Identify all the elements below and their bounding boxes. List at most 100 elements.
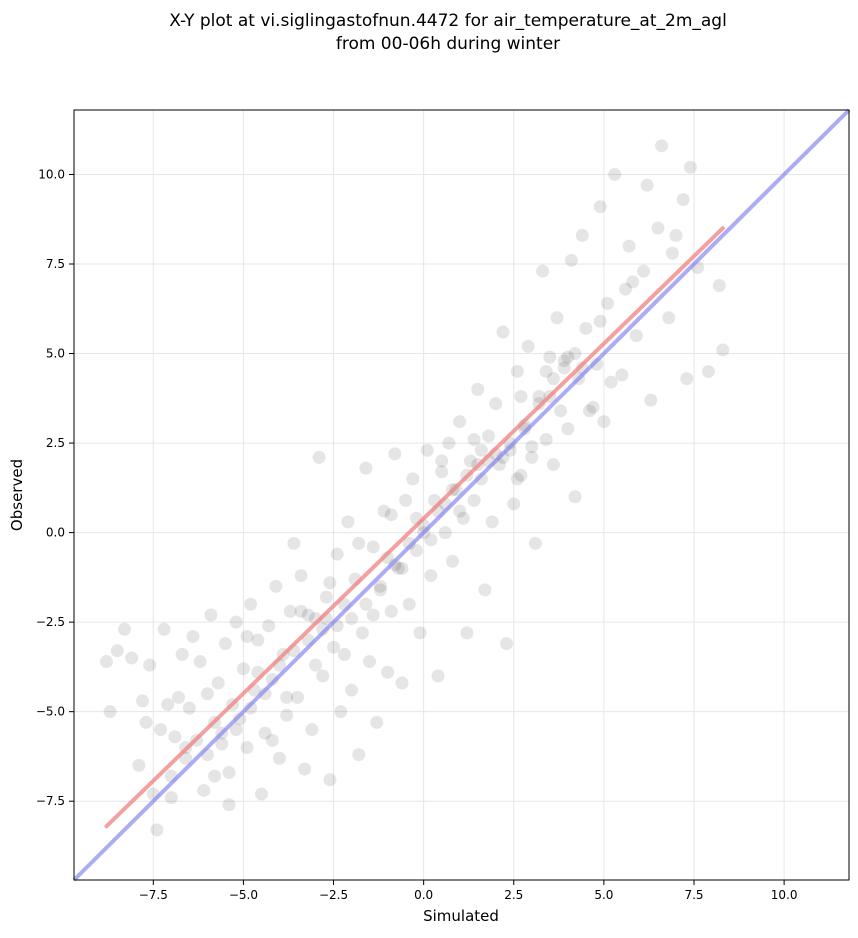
data-point [561,422,575,436]
data-point [341,515,355,529]
data-point [373,583,387,597]
data-point [496,325,510,339]
data-point [615,368,629,382]
data-point [402,536,416,550]
data-point [564,253,578,267]
identity-line [72,108,851,882]
data-point [554,404,568,418]
data-point [211,676,225,690]
data-point [593,200,607,214]
data-point [514,468,528,482]
data-point [236,662,250,676]
data-point [409,544,423,558]
data-point [117,622,131,636]
data-point [363,655,377,669]
y-tick-label: 0.0 [46,526,65,540]
data-point [662,311,676,325]
data-point [323,773,337,787]
data-point [272,751,286,765]
data-point [622,239,636,253]
data-point [139,715,153,729]
data-point [132,758,146,772]
data-point [456,511,470,525]
y-tick-label: 10.0 [38,167,65,181]
data-point [370,715,384,729]
data-point [586,400,600,414]
data-point [200,687,214,701]
x-tick-label: 7.5 [684,888,703,902]
data-point [546,372,560,386]
data-point [600,296,614,310]
data-point [208,769,222,783]
data-point [669,228,683,242]
data-point [384,508,398,522]
data-point [608,167,622,181]
data-point [557,361,571,375]
data-point [319,590,333,604]
data-point [244,701,258,715]
data-point [536,264,550,278]
y-tick-label: 2.5 [46,436,65,450]
data-point [626,275,640,289]
data-point [525,440,539,454]
data-point [474,472,488,486]
x-tick-label: 2.5 [504,888,523,902]
data-point [352,748,366,762]
data-point [265,733,279,747]
data-point [175,647,189,661]
data-point [298,762,312,776]
data-point [604,375,618,389]
data-point [467,432,481,446]
data-point [265,672,279,686]
data-point [644,393,658,407]
axis-ticks: −7.5 −5.0 −2.5 0.0 2.5 5.0 7.5 10.0 −7.5 −5.0 −2.5… [36,167,798,902]
grid [74,110,849,880]
data-point [496,450,510,464]
data-point [359,461,373,475]
data-point [280,690,294,704]
data-point [438,526,452,540]
data-point [294,569,308,583]
data-point [164,791,178,805]
data-point [575,228,589,242]
reference-lines [72,108,851,882]
data-point [240,629,254,643]
data-point [150,823,164,837]
data-point [352,536,366,550]
data-point [254,787,268,801]
data-point [420,443,434,457]
chart-title-line2: from 00-06h during winter [336,34,560,54]
data-point [251,633,265,647]
data-point [395,561,409,575]
data-point [507,497,521,511]
data-point [103,705,117,719]
data-point [525,450,539,464]
data-point [373,579,387,593]
data-point [381,665,395,679]
data-point [453,415,467,429]
data-point [503,443,517,457]
data-point [366,540,380,554]
data-point [301,608,315,622]
data-point [471,382,485,396]
data-point [510,472,524,486]
data-point [182,701,196,715]
data-point [294,604,308,618]
data-point [413,626,427,640]
y-axis-label: Observed [8,459,26,531]
data-point [651,221,665,235]
data-point [168,730,182,744]
data-point [197,783,211,797]
data-point [467,493,481,507]
data-point [460,626,474,640]
data-point [485,515,499,529]
data-point [568,490,582,504]
data-point [528,536,542,550]
data-point [244,597,258,611]
data-point [539,364,553,378]
data-point [561,350,575,364]
data-point [110,644,124,658]
data-point [546,458,560,472]
data-point [435,465,449,479]
data-point [514,390,528,404]
